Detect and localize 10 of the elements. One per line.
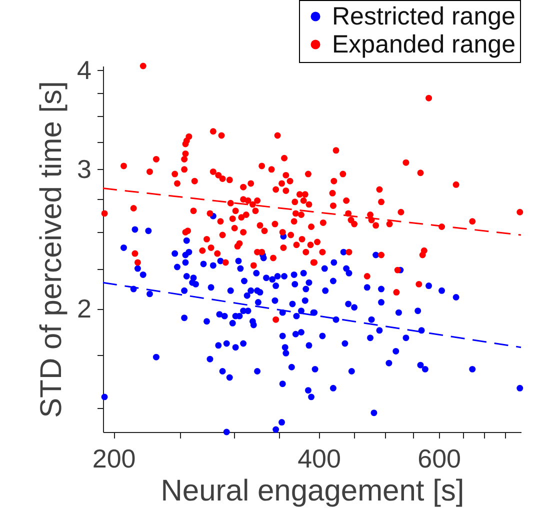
x-tick-label: 200	[92, 444, 136, 474]
x-tick-label: 600	[418, 444, 461, 474]
y-tick-label: 3	[77, 154, 92, 184]
x-tick-label: 400	[298, 444, 341, 474]
legend-label: Expanded range	[332, 30, 516, 58]
y-axis-title: STD of perceived time [s]	[35, 81, 68, 418]
y-tick-label: 4	[77, 54, 92, 85]
x-axis-title: Neural engagement [s]	[160, 474, 464, 508]
legend-label: Restricted range	[332, 2, 516, 30]
y-tick-label: 2	[77, 294, 92, 324]
